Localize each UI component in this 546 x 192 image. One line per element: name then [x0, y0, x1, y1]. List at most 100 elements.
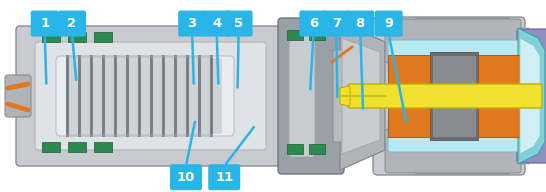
- FancyBboxPatch shape: [517, 29, 546, 163]
- Bar: [94, 142, 112, 152]
- FancyBboxPatch shape: [16, 26, 292, 166]
- FancyBboxPatch shape: [388, 118, 520, 152]
- Polygon shape: [416, 18, 540, 174]
- Bar: [141, 55, 150, 137]
- Bar: [201, 55, 210, 137]
- FancyBboxPatch shape: [58, 11, 86, 36]
- Bar: [153, 55, 162, 137]
- Bar: [174, 58, 176, 134]
- Text: 1: 1: [40, 17, 49, 30]
- Bar: [90, 55, 93, 137]
- Bar: [165, 55, 174, 137]
- Bar: [128, 58, 138, 134]
- FancyBboxPatch shape: [278, 18, 344, 174]
- Bar: [164, 58, 174, 134]
- Text: 10: 10: [177, 171, 195, 184]
- Bar: [200, 58, 210, 134]
- Circle shape: [470, 78, 506, 114]
- Polygon shape: [340, 86, 350, 106]
- Bar: [430, 52, 478, 140]
- Text: 9: 9: [384, 17, 393, 30]
- Bar: [69, 55, 78, 137]
- Bar: [432, 55, 476, 137]
- Bar: [189, 55, 198, 137]
- Text: 2: 2: [68, 17, 76, 30]
- Bar: [66, 58, 68, 134]
- Bar: [126, 58, 128, 134]
- FancyBboxPatch shape: [35, 42, 266, 150]
- Bar: [198, 55, 201, 137]
- FancyBboxPatch shape: [346, 11, 375, 36]
- Text: 4: 4: [212, 17, 221, 30]
- Bar: [116, 58, 126, 134]
- FancyBboxPatch shape: [348, 84, 542, 108]
- Bar: [388, 105, 430, 137]
- Bar: [176, 58, 186, 134]
- Text: 5: 5: [234, 17, 243, 30]
- Bar: [150, 55, 153, 137]
- FancyBboxPatch shape: [203, 11, 231, 36]
- FancyBboxPatch shape: [289, 35, 315, 157]
- Text: 3: 3: [188, 17, 197, 30]
- FancyBboxPatch shape: [224, 11, 253, 36]
- Bar: [102, 55, 105, 137]
- Bar: [94, 32, 112, 42]
- Polygon shape: [532, 40, 540, 152]
- Bar: [105, 55, 114, 137]
- Bar: [93, 55, 102, 137]
- Bar: [188, 58, 198, 134]
- Bar: [162, 58, 164, 134]
- FancyBboxPatch shape: [5, 75, 31, 117]
- Bar: [81, 55, 90, 137]
- Bar: [140, 58, 150, 134]
- Bar: [177, 55, 186, 137]
- Polygon shape: [428, 18, 520, 174]
- Bar: [210, 55, 213, 137]
- Bar: [92, 58, 102, 134]
- Polygon shape: [528, 28, 540, 164]
- Bar: [42, 142, 60, 152]
- FancyBboxPatch shape: [178, 11, 206, 36]
- Bar: [114, 55, 117, 137]
- FancyBboxPatch shape: [388, 40, 520, 74]
- Bar: [186, 58, 188, 134]
- Bar: [114, 58, 116, 134]
- Bar: [186, 55, 189, 137]
- Text: 6: 6: [309, 17, 318, 30]
- Bar: [388, 55, 430, 87]
- FancyBboxPatch shape: [56, 56, 234, 136]
- Polygon shape: [8, 78, 14, 114]
- FancyBboxPatch shape: [385, 129, 521, 173]
- Bar: [287, 30, 303, 40]
- Bar: [66, 58, 222, 134]
- Text: 8: 8: [356, 17, 365, 30]
- Bar: [80, 58, 90, 134]
- Bar: [287, 144, 303, 154]
- Polygon shape: [342, 38, 380, 154]
- Text: 7: 7: [332, 17, 341, 30]
- Bar: [478, 105, 520, 137]
- Bar: [162, 55, 165, 137]
- Text: 11: 11: [215, 171, 233, 184]
- Polygon shape: [520, 38, 540, 154]
- Bar: [104, 58, 114, 134]
- Bar: [174, 55, 177, 137]
- Bar: [152, 58, 162, 134]
- FancyBboxPatch shape: [322, 11, 351, 36]
- Bar: [126, 55, 129, 137]
- Bar: [212, 58, 222, 134]
- FancyBboxPatch shape: [426, 28, 529, 164]
- FancyBboxPatch shape: [208, 164, 240, 190]
- Bar: [78, 55, 81, 137]
- Bar: [150, 58, 152, 134]
- Bar: [309, 30, 325, 40]
- Bar: [198, 58, 200, 134]
- FancyBboxPatch shape: [333, 50, 355, 142]
- Bar: [42, 32, 60, 42]
- FancyBboxPatch shape: [299, 11, 328, 36]
- Polygon shape: [518, 28, 545, 164]
- Bar: [117, 55, 126, 137]
- Bar: [129, 55, 138, 137]
- FancyBboxPatch shape: [375, 11, 403, 36]
- Bar: [78, 58, 80, 134]
